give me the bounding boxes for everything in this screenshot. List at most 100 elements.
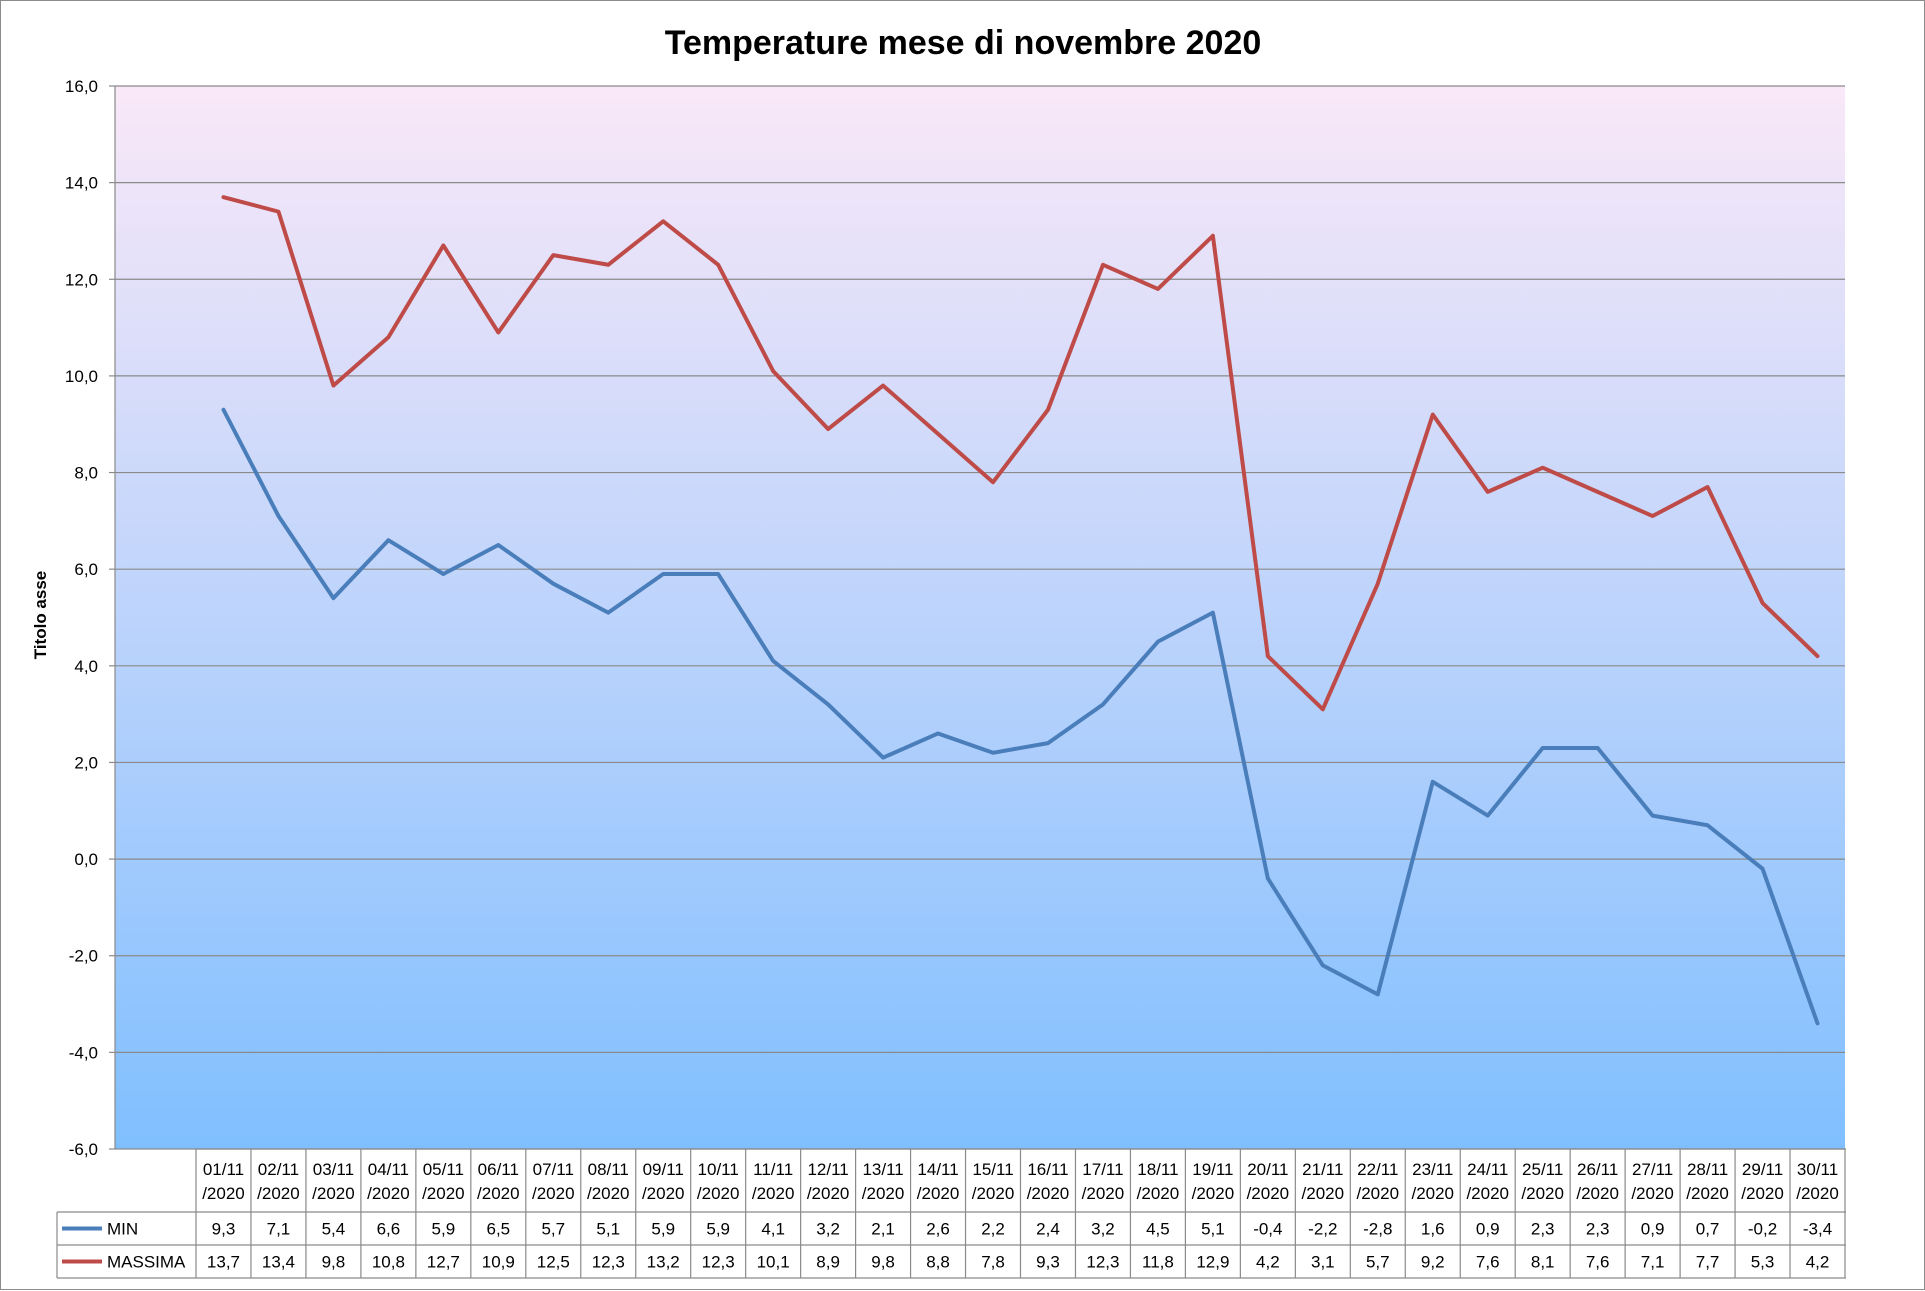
data-table-cell: 12,9 xyxy=(1196,1253,1229,1272)
data-point-min xyxy=(991,751,995,755)
data-point-massima xyxy=(661,219,665,223)
x-tick-label: 09/11/2020 xyxy=(642,1160,685,1203)
data-point-massima xyxy=(276,210,280,214)
data-point-min xyxy=(1541,746,1545,750)
x-tick-label: 01/11/2020 xyxy=(202,1160,245,1203)
data-table-cell: 7,7 xyxy=(1696,1253,1720,1272)
x-tick-label: 07/11/2020 xyxy=(532,1160,575,1203)
x-tick-label: 17/11/2020 xyxy=(1082,1160,1125,1203)
x-tick-label: 08/11/2020 xyxy=(587,1160,630,1203)
data-table-cell: 5,7 xyxy=(1366,1253,1390,1272)
y-tick-label: -6,0 xyxy=(69,1140,98,1159)
x-tick-label: 02/11/2020 xyxy=(257,1160,300,1203)
data-table-cell: 8,9 xyxy=(816,1253,840,1272)
y-axis-title: Titolo asse xyxy=(31,571,50,660)
data-point-massima xyxy=(1156,287,1160,291)
data-point-min xyxy=(826,702,830,706)
data-table-cell: 13,4 xyxy=(262,1253,295,1272)
data-table-cell: 6,5 xyxy=(486,1220,510,1239)
data-table-cell: 2,3 xyxy=(1586,1220,1610,1239)
data-point-min xyxy=(1596,746,1600,750)
data-point-min xyxy=(551,582,555,586)
data-table-cell: 7,6 xyxy=(1476,1253,1500,1272)
y-tick-label: 12,0 xyxy=(65,270,98,289)
data-table-cell: 5,3 xyxy=(1751,1253,1775,1272)
data-table-cell: 8,1 xyxy=(1531,1253,1555,1272)
data-point-massima xyxy=(386,335,390,339)
data-table-cell: 13,2 xyxy=(647,1253,680,1272)
data-point-min xyxy=(1266,876,1270,880)
data-point-massima xyxy=(771,369,775,373)
y-tick-label: 14,0 xyxy=(65,174,98,193)
x-tick-label: 11/11/2020 xyxy=(752,1160,795,1203)
data-point-min xyxy=(716,572,720,576)
data-table-cell: 7,1 xyxy=(267,1220,291,1239)
data-point-massima xyxy=(1541,466,1545,470)
data-table-cell: 2,6 xyxy=(926,1220,950,1239)
data-point-massima xyxy=(606,263,610,267)
x-tick-label: 14/11/2020 xyxy=(917,1160,960,1203)
x-tick-label: 23/11/2020 xyxy=(1411,1160,1454,1203)
x-tick-label: 03/11/2020 xyxy=(312,1160,355,1203)
data-point-min xyxy=(936,731,940,735)
data-point-min xyxy=(1046,741,1050,745)
data-point-massima xyxy=(1211,234,1215,238)
data-point-min xyxy=(771,659,775,663)
data-point-massima xyxy=(1046,408,1050,412)
data-table-cell: 12,3 xyxy=(702,1253,735,1272)
y-tick-label: -4,0 xyxy=(69,1043,98,1062)
data-table-cell: 9,8 xyxy=(322,1253,346,1272)
data-table-cell: 8,8 xyxy=(926,1253,950,1272)
data-table-cell: 7,1 xyxy=(1641,1253,1665,1272)
x-tick-label: 21/11/2020 xyxy=(1302,1160,1345,1203)
series-lines xyxy=(221,195,1820,1026)
data-point-massima xyxy=(1101,263,1105,267)
data-table-cell: 2,4 xyxy=(1036,1220,1060,1239)
data-table-cell: 4,2 xyxy=(1256,1253,1280,1272)
data-table-cell: 5,7 xyxy=(541,1220,565,1239)
data-point-min xyxy=(331,596,335,600)
data-table-cell: -0,2 xyxy=(1748,1220,1777,1239)
data-point-min xyxy=(1156,640,1160,644)
x-tick-label: 29/11/2020 xyxy=(1741,1160,1784,1203)
chart-title: Temperature mese di novembre 2020 xyxy=(665,24,1262,62)
data-point-min xyxy=(221,408,225,412)
data-point-massima xyxy=(221,195,225,199)
legend-label-min: MIN xyxy=(107,1220,138,1239)
y-tick-label: 8,0 xyxy=(74,464,98,483)
y-axis-ticks: -6,0 -4,0 -2,0 0,0 2,0 4,0 6,0 8,0 10,0 12,0 14,0 1… xyxy=(65,77,98,1159)
data-table-cell: 6,6 xyxy=(377,1220,401,1239)
data-point-min xyxy=(1761,867,1765,871)
data-table-cell: 9,3 xyxy=(1036,1253,1060,1272)
data-point-massima xyxy=(1431,413,1435,417)
data-table-cell: 0,9 xyxy=(1641,1220,1665,1239)
data-point-massima xyxy=(1706,485,1710,489)
data-point-min xyxy=(441,572,445,576)
data-table-cell: 10,8 xyxy=(372,1253,405,1272)
data-table-cell: 10,1 xyxy=(757,1253,790,1272)
data-point-min xyxy=(881,756,885,760)
data-table-cell: 12,5 xyxy=(537,1253,570,1272)
x-tick-label: 10/11/2020 xyxy=(697,1160,740,1203)
data-table-cell: 5,4 xyxy=(322,1220,346,1239)
series-line-massima xyxy=(221,195,1820,712)
data-table-cell: 5,9 xyxy=(651,1220,675,1239)
x-tick-label: 27/11/2020 xyxy=(1631,1160,1674,1203)
data-table-cell: 2,3 xyxy=(1531,1220,1555,1239)
data-point-min xyxy=(1376,992,1380,996)
data-point-massima xyxy=(1651,514,1655,518)
data-table: 01/11/2020 02/11/2020 03/11/2020 04/11/2020… xyxy=(56,1148,1846,1279)
gridlines xyxy=(109,85,1845,1150)
data-table-cell: 4,2 xyxy=(1806,1253,1830,1272)
legend-label-massima: MASSIMA xyxy=(107,1253,186,1272)
data-table-cell: -3,4 xyxy=(1803,1220,1832,1239)
data-point-massima xyxy=(1376,582,1380,586)
data-table-cell: 3,2 xyxy=(1091,1220,1115,1239)
data-table-cell: 13,7 xyxy=(207,1253,240,1272)
data-point-massima xyxy=(991,480,995,484)
x-tick-label: 30/11/2020 xyxy=(1796,1160,1839,1203)
y-tick-label: 2,0 xyxy=(74,753,98,772)
data-table-cell: 4,1 xyxy=(761,1220,785,1239)
data-table-cell: 5,9 xyxy=(706,1220,730,1239)
data-point-min xyxy=(1816,1021,1820,1025)
